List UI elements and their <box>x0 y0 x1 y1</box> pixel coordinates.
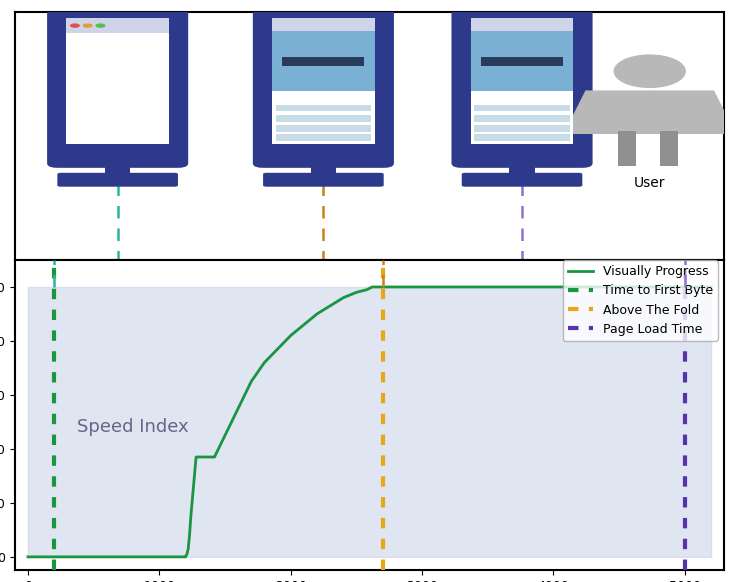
FancyBboxPatch shape <box>481 57 563 66</box>
Visually Progress <box>352 289 361 296</box>
Visually Progress <box>615 283 624 290</box>
FancyBboxPatch shape <box>272 31 375 91</box>
FancyBboxPatch shape <box>254 6 392 166</box>
Visually Progress <box>372 283 381 290</box>
Visually Progress <box>184 545 193 552</box>
FancyBboxPatch shape <box>509 155 535 176</box>
FancyBboxPatch shape <box>474 133 570 140</box>
Visually Progress <box>185 532 194 539</box>
Line: Visually Progress: Visually Progress <box>28 287 711 557</box>
FancyBboxPatch shape <box>67 18 169 33</box>
Visually Progress <box>181 553 190 560</box>
Visually Progress <box>483 283 492 290</box>
FancyBboxPatch shape <box>272 18 375 31</box>
FancyBboxPatch shape <box>474 125 570 132</box>
FancyBboxPatch shape <box>276 105 371 112</box>
FancyBboxPatch shape <box>263 173 384 187</box>
FancyBboxPatch shape <box>105 155 130 176</box>
Text: Speed Index: Speed Index <box>77 418 189 436</box>
Visually Progress <box>202 453 211 460</box>
Visually Progress <box>181 553 190 560</box>
Visually Progress <box>299 321 308 328</box>
FancyBboxPatch shape <box>276 125 371 132</box>
Visually Progress <box>50 553 58 560</box>
Visually Progress <box>418 283 426 290</box>
FancyBboxPatch shape <box>49 6 186 166</box>
FancyBboxPatch shape <box>462 173 582 187</box>
Text: User: User <box>634 176 666 190</box>
FancyBboxPatch shape <box>276 115 371 122</box>
Visually Progress <box>50 553 58 560</box>
Visually Progress <box>378 283 387 290</box>
Above The Fold <box>378 551 387 558</box>
Above The Fold <box>378 553 387 560</box>
Visually Progress <box>220 432 229 439</box>
Visually Progress <box>186 513 195 520</box>
Visually Progress <box>191 453 200 460</box>
Ellipse shape <box>614 55 685 87</box>
Visually Progress <box>183 551 191 558</box>
FancyBboxPatch shape <box>471 18 573 31</box>
Visually Progress <box>338 294 347 301</box>
Visually Progress <box>392 283 401 290</box>
Visually Progress <box>205 453 214 460</box>
Visually Progress <box>24 553 33 560</box>
Circle shape <box>71 24 79 27</box>
Visually Progress <box>549 283 558 290</box>
Visually Progress <box>260 359 269 366</box>
Visually Progress <box>210 453 219 460</box>
FancyBboxPatch shape <box>272 18 375 144</box>
Legend: Visually Progress, Time to First Byte, Above The Fold, Page Load Time: Visually Progress, Time to First Byte, A… <box>563 260 718 340</box>
Circle shape <box>84 24 92 27</box>
Visually Progress <box>313 310 321 317</box>
Page Load Time <box>681 553 689 560</box>
FancyBboxPatch shape <box>310 155 336 176</box>
FancyBboxPatch shape <box>276 133 371 140</box>
FancyBboxPatch shape <box>58 173 178 187</box>
Visually Progress <box>234 405 242 412</box>
Visually Progress <box>706 283 715 290</box>
FancyBboxPatch shape <box>661 131 678 166</box>
Visually Progress <box>368 283 377 290</box>
FancyBboxPatch shape <box>618 131 636 166</box>
Visually Progress <box>197 453 205 460</box>
Visually Progress <box>681 283 689 290</box>
Visually Progress <box>362 286 371 293</box>
FancyBboxPatch shape <box>474 115 570 122</box>
Polygon shape <box>565 91 735 133</box>
FancyBboxPatch shape <box>474 105 570 112</box>
Visually Progress <box>273 346 282 353</box>
FancyBboxPatch shape <box>453 6 591 166</box>
Time to First Byte <box>50 553 58 560</box>
Page Load Time <box>681 551 689 558</box>
Visually Progress <box>326 303 335 310</box>
FancyBboxPatch shape <box>471 31 573 91</box>
Visually Progress <box>247 378 256 385</box>
Circle shape <box>96 24 105 27</box>
FancyBboxPatch shape <box>67 18 169 144</box>
Time to First Byte <box>50 551 58 558</box>
Visually Progress <box>286 332 295 339</box>
FancyBboxPatch shape <box>471 18 573 144</box>
FancyBboxPatch shape <box>282 57 364 66</box>
